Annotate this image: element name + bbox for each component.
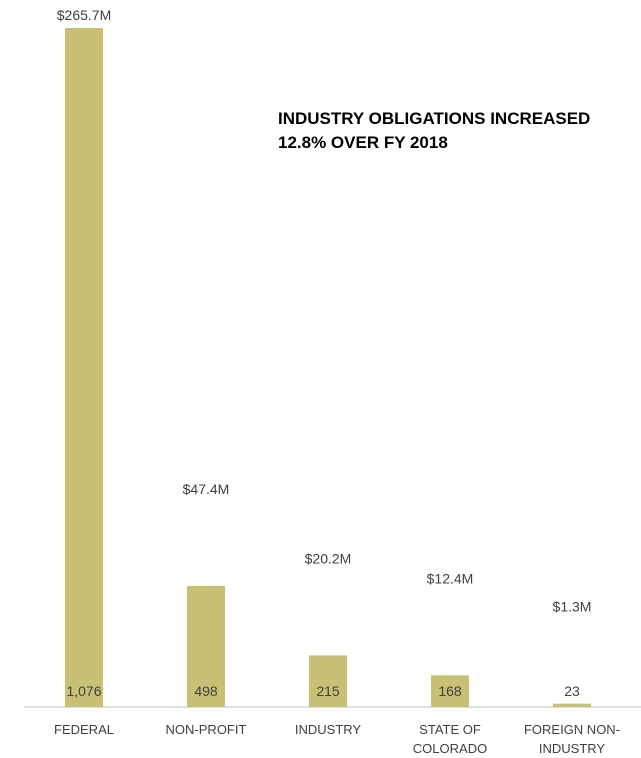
bar [431, 675, 469, 707]
count-label: 215 [316, 683, 340, 699]
count-label: 1,076 [66, 683, 101, 699]
chart-annotation: INDUSTRY OBLIGATIONS INCREASED 12.8% OVE… [278, 109, 591, 152]
count-label: 498 [194, 683, 218, 699]
bar [309, 655, 347, 707]
bar [553, 703, 591, 707]
category-label: NON-PROFIT [166, 722, 247, 737]
value-label: $265.7M [57, 7, 111, 23]
value-label: $47.4M [183, 481, 230, 497]
category-label: STATE OF [419, 722, 481, 737]
category-label: COLORADO [413, 741, 487, 756]
category-label: INDUSTRY [539, 741, 606, 756]
value-label: $1.3M [553, 599, 592, 615]
value-label: $12.4M [427, 570, 474, 586]
category-label: FOREIGN NON- [524, 722, 620, 737]
category-label: FEDERAL [54, 722, 114, 737]
bar [187, 585, 225, 707]
bar [65, 28, 103, 707]
value-label: $20.2M [305, 550, 352, 566]
count-label: 23 [564, 683, 580, 699]
count-label: 168 [438, 683, 462, 699]
category-label: INDUSTRY [295, 722, 362, 737]
